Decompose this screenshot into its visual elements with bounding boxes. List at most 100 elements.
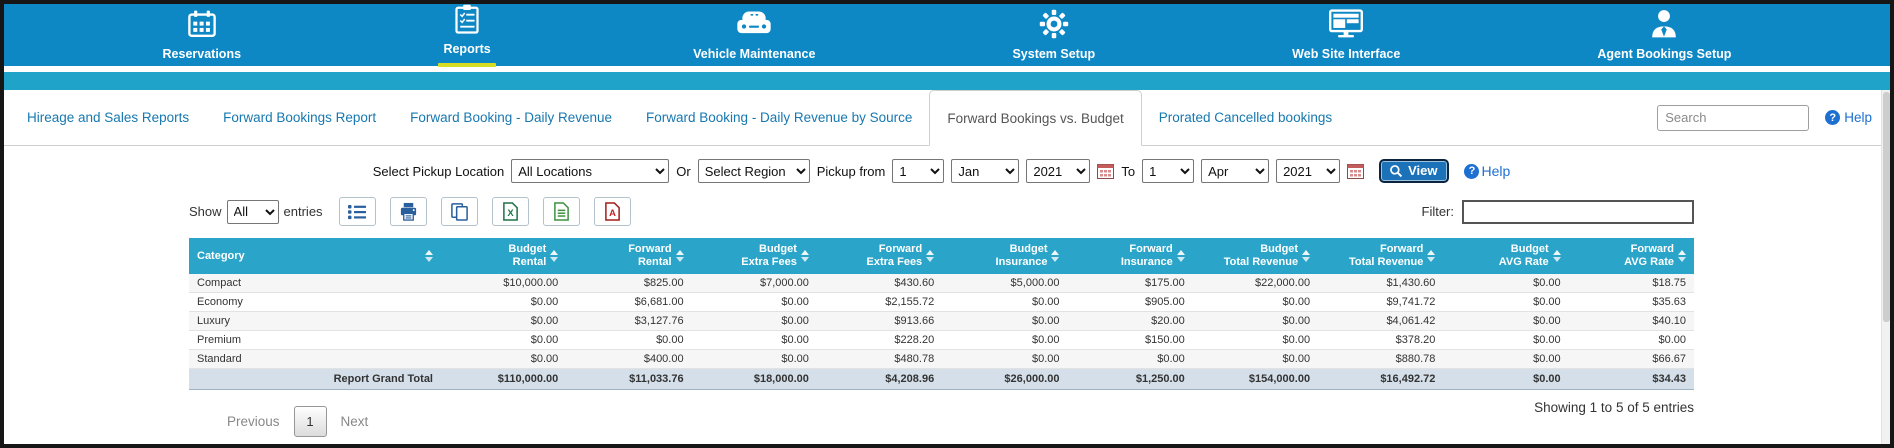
csv-export-button[interactable]	[542, 197, 580, 226]
table-cell: $0.00	[1443, 311, 1569, 331]
nav-item-web-site-interface[interactable]: Web Site Interface	[1292, 9, 1400, 61]
tab-prorated-cancelled-bookings[interactable]: Prorated Cancelled bookings	[1158, 110, 1333, 125]
pickup-location-select[interactable]: All Locations	[511, 159, 670, 183]
filter-help-link[interactable]: ? Help	[1464, 163, 1510, 179]
or-label: Or	[676, 163, 691, 179]
column-header-budget-total-revenue[interactable]: Budget Total Revenue	[1192, 238, 1319, 274]
column-header-budget-extra-fees[interactable]: Budget Extra Fees	[691, 238, 817, 274]
car-icon	[734, 9, 774, 42]
table-cell: $0.00	[1443, 349, 1569, 369]
table-row: Compact $10,000.00 $825.00 $7,000.00 $43…	[189, 274, 1694, 293]
table-cell: $3,127.76	[566, 311, 692, 331]
region-select[interactable]: Select Region	[697, 159, 810, 183]
svg-text:X: X	[507, 208, 514, 219]
nav-item-system-setup[interactable]: System Setup	[1012, 9, 1095, 61]
page-1-button[interactable]: 1	[293, 406, 327, 437]
top-navigation: Reservations Reports Vehicle Maintenance…	[4, 4, 1890, 67]
table-cell: $2,155.72	[816, 292, 943, 312]
table-cell: $0.00	[441, 349, 567, 369]
pdf-icon: A	[604, 202, 621, 221]
table-cell: $1,250.00	[1067, 368, 1193, 390]
nav-item-reservations[interactable]: Reservations	[163, 9, 241, 61]
pdf-export-button[interactable]: A	[593, 197, 631, 226]
table-cell: $0.00	[1443, 292, 1569, 312]
table-cell: $0.00	[691, 311, 817, 331]
column-header-budget-avg-rate[interactable]: Budget AVG Rate	[1443, 238, 1569, 274]
show-entries-select[interactable]: All	[226, 199, 279, 224]
table-cell: $4,208.96	[816, 368, 943, 390]
column-header-forward-insurance[interactable]: Forward Insurance	[1067, 238, 1193, 274]
copy-button[interactable]	[440, 197, 478, 226]
next-button[interactable]: Next	[340, 414, 369, 429]
showing-entries-text: Showing 1 to 5 of 5 entries	[1534, 400, 1694, 415]
excel-icon: X	[502, 202, 519, 221]
table-cell: $0.00	[1192, 349, 1319, 369]
table-cell: $35.63	[1568, 292, 1694, 312]
report-tabs: Hireage and Sales Reports Forward Bookin…	[10, 90, 1349, 146]
table-cell: $18,000.00	[691, 368, 817, 390]
clipboard-icon	[453, 4, 481, 37]
table-cell: $913.66	[816, 311, 943, 331]
help-link[interactable]: ? Help	[1825, 110, 1872, 125]
nav-label: Reports	[443, 41, 491, 56]
nav-label: System Setup	[1012, 47, 1096, 61]
vertical-scrollbar[interactable]	[1881, 90, 1890, 444]
sort-icon	[1302, 250, 1311, 262]
category-cell: Standard	[189, 349, 441, 369]
from-day-select[interactable]: 1	[892, 159, 945, 183]
scrollbar-thumb[interactable]	[1882, 92, 1890, 322]
column-header-forward-avg-rate[interactable]: Forward AVG Rate	[1568, 238, 1694, 274]
column-header-budget-rental[interactable]: Budget Rental	[441, 238, 567, 274]
tabs-bar-right: ? Help	[1657, 90, 1872, 145]
table-cell: $175.00	[1067, 274, 1193, 293]
from-month-select[interactable]: Jan	[951, 159, 1020, 183]
teal-strip	[4, 72, 1890, 90]
table-cell: $66.67	[1568, 349, 1694, 369]
column-header-budget-insurance[interactable]: Budget Insurance	[942, 238, 1068, 274]
divider	[4, 66, 1890, 72]
column-list-button[interactable]	[338, 197, 376, 226]
column-header-forward-total-revenue[interactable]: Forward Total Revenue	[1318, 238, 1444, 274]
forward-bookings-vs-budget-table: Category Budget Rental Forward Rental Budg…	[189, 238, 1694, 390]
table-cell: $6,681.00	[566, 292, 692, 312]
monitor-icon	[1328, 9, 1364, 42]
active-nav-underline	[438, 62, 497, 67]
nav-item-vehicle-maintenance[interactable]: Vehicle Maintenance	[693, 9, 815, 61]
from-year-select[interactable]: 2021	[1026, 159, 1091, 183]
tab-forward-booking-daily-revenue[interactable]: Forward Booking - Daily Revenue	[410, 110, 613, 125]
tab-forward-bookings-vs-budget[interactable]: Forward Bookings vs. Budget	[929, 90, 1142, 146]
to-calendar-picker-icon[interactable]	[1347, 163, 1365, 179]
table-cell: $20.00	[1067, 311, 1193, 331]
tab-hireage-and-sales-reports[interactable]: Hireage and Sales Reports	[27, 110, 190, 125]
filter-controls: Select Pickup Location All Locations Or …	[189, 159, 1694, 183]
table-row: Economy $0.00 $6,681.00 $0.00 $2,155.72 …	[189, 292, 1694, 312]
nav-item-reports[interactable]: Reports	[438, 4, 497, 67]
from-calendar-picker-icon[interactable]	[1097, 163, 1115, 179]
sort-icon	[1552, 250, 1561, 262]
help-icon: ?	[1464, 163, 1480, 179]
print-button[interactable]	[389, 197, 427, 226]
search-input[interactable]	[1657, 104, 1810, 131]
list-icon	[347, 203, 367, 221]
to-month-select[interactable]: Apr	[1201, 159, 1270, 183]
table-cell: $0.00	[566, 330, 692, 350]
sort-icon	[926, 250, 935, 262]
previous-button[interactable]: Previous	[227, 414, 280, 429]
column-header-forward-extra-fees[interactable]: Forward Extra Fees	[816, 238, 943, 274]
filter-help-label: Help	[1481, 163, 1511, 179]
sort-icon	[800, 250, 809, 262]
filter-input[interactable]	[1462, 199, 1694, 224]
table-row: Luxury $0.00 $3,127.76 $0.00 $913.66 $0.…	[189, 311, 1694, 331]
view-button[interactable]: View	[1379, 159, 1450, 183]
to-day-select[interactable]: 1	[1142, 159, 1195, 183]
to-year-select[interactable]: 2021	[1276, 159, 1341, 183]
category-cell: Luxury	[189, 311, 441, 331]
tab-forward-bookings-report[interactable]: Forward Bookings Report	[223, 110, 377, 125]
table-cell: $40.10	[1568, 311, 1694, 331]
nav-item-agent-bookings-setup[interactable]: Agent Bookings Setup	[1597, 9, 1731, 61]
tab-forward-booking-daily-revenue-by-source[interactable]: Forward Booking - Daily Revenue by Sourc…	[646, 110, 913, 125]
column-header-forward-rental[interactable]: Forward Rental	[566, 238, 692, 274]
column-header-category[interactable]: Category	[189, 238, 441, 274]
excel-export-button[interactable]: X	[491, 197, 529, 226]
